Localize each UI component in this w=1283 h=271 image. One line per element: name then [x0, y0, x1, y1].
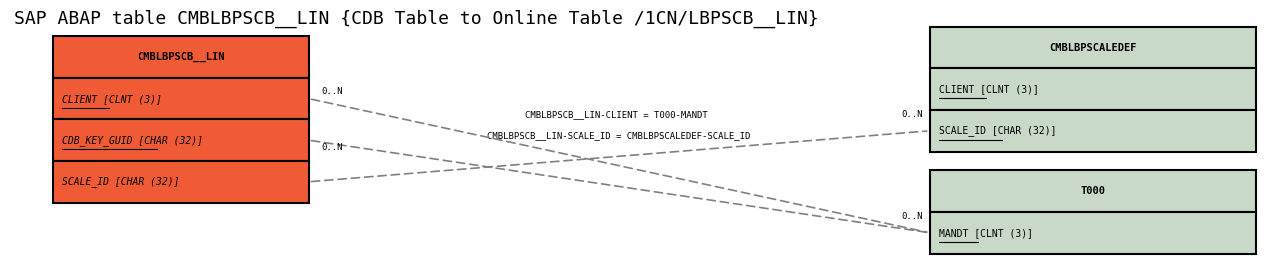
Text: CMBLBPSCB__LIN-SCALE_ID = CMBLBPSCALEDEF-SCALE_ID: CMBLBPSCB__LIN-SCALE_ID = CMBLBPSCALEDEF…	[488, 131, 751, 140]
Text: CLIENT: CLIENT	[938, 84, 974, 94]
Text: 0..N: 0..N	[322, 143, 343, 152]
Text: CDB_KEY_GUID [CHAR (32)]: CDB_KEY_GUID [CHAR (32)]	[62, 135, 203, 146]
Text: 0..N: 0..N	[902, 110, 924, 119]
Text: CMBLBPSCALEDEF: CMBLBPSCALEDEF	[1049, 43, 1137, 53]
Text: MANDT [CLNT (3)]: MANDT [CLNT (3)]	[938, 228, 1033, 238]
Text: T000: T000	[1080, 186, 1105, 196]
Text: CMBLBPSCB__LIN: CMBLBPSCB__LIN	[137, 52, 225, 62]
FancyBboxPatch shape	[930, 170, 1256, 212]
FancyBboxPatch shape	[53, 36, 309, 78]
Text: CLIENT [CLNT (3)]: CLIENT [CLNT (3)]	[62, 93, 162, 104]
FancyBboxPatch shape	[53, 161, 309, 202]
FancyBboxPatch shape	[53, 120, 309, 161]
Text: CDB_KEY_GUID: CDB_KEY_GUID	[62, 135, 132, 146]
FancyBboxPatch shape	[930, 69, 1256, 110]
Text: CLIENT: CLIENT	[62, 93, 96, 104]
Text: 0..N: 0..N	[322, 87, 343, 96]
FancyBboxPatch shape	[53, 78, 309, 120]
Text: SCALE_ID [CHAR (32)]: SCALE_ID [CHAR (32)]	[62, 176, 180, 187]
Text: CLIENT [CLNT (3)]: CLIENT [CLNT (3)]	[938, 84, 1038, 94]
FancyBboxPatch shape	[930, 110, 1256, 151]
FancyBboxPatch shape	[930, 212, 1256, 253]
Text: 0..N: 0..N	[902, 212, 924, 221]
Text: SCALE_ID: SCALE_ID	[938, 125, 985, 136]
Text: CMBLBPSCB__LIN-CLIENT = T000-MANDT: CMBLBPSCB__LIN-CLIENT = T000-MANDT	[525, 110, 707, 119]
Text: SAP ABAP table CMBLBPSCB__LIN {CDB Table to Online Table /1CN/LBPSCB__LIN}: SAP ABAP table CMBLBPSCB__LIN {CDB Table…	[14, 9, 819, 28]
Text: SCALE_ID [CHAR (32)]: SCALE_ID [CHAR (32)]	[938, 125, 1056, 136]
FancyBboxPatch shape	[930, 27, 1256, 69]
Text: MANDT: MANDT	[938, 228, 967, 238]
